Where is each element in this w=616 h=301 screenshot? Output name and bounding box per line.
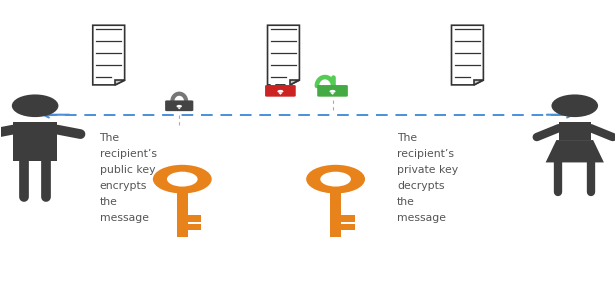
- Polygon shape: [177, 194, 188, 237]
- Polygon shape: [278, 93, 282, 95]
- Circle shape: [330, 90, 336, 93]
- FancyBboxPatch shape: [265, 85, 296, 97]
- Polygon shape: [188, 215, 201, 222]
- Polygon shape: [341, 215, 355, 222]
- Polygon shape: [290, 80, 299, 85]
- Polygon shape: [93, 25, 124, 85]
- Circle shape: [320, 172, 351, 187]
- Circle shape: [306, 165, 365, 194]
- Circle shape: [277, 90, 283, 93]
- Circle shape: [176, 105, 182, 107]
- Polygon shape: [188, 224, 201, 231]
- FancyBboxPatch shape: [317, 85, 348, 97]
- FancyBboxPatch shape: [165, 101, 193, 111]
- Circle shape: [12, 95, 59, 117]
- Circle shape: [551, 95, 598, 117]
- Circle shape: [153, 165, 212, 194]
- Polygon shape: [474, 80, 484, 85]
- Text: The
recipient’s
private key
decrypts
the
message: The recipient’s private key decrypts the…: [397, 133, 458, 223]
- Polygon shape: [341, 224, 355, 231]
- Polygon shape: [330, 194, 341, 237]
- Polygon shape: [13, 122, 57, 161]
- Polygon shape: [559, 122, 591, 140]
- Polygon shape: [452, 25, 484, 85]
- Polygon shape: [546, 140, 604, 163]
- Polygon shape: [267, 25, 299, 85]
- Polygon shape: [331, 93, 334, 95]
- Text: The
recipient’s
public key
encrypts
the
message: The recipient’s public key encrypts the …: [100, 133, 156, 223]
- Polygon shape: [115, 80, 124, 85]
- Circle shape: [167, 172, 198, 187]
- Polygon shape: [177, 107, 181, 109]
